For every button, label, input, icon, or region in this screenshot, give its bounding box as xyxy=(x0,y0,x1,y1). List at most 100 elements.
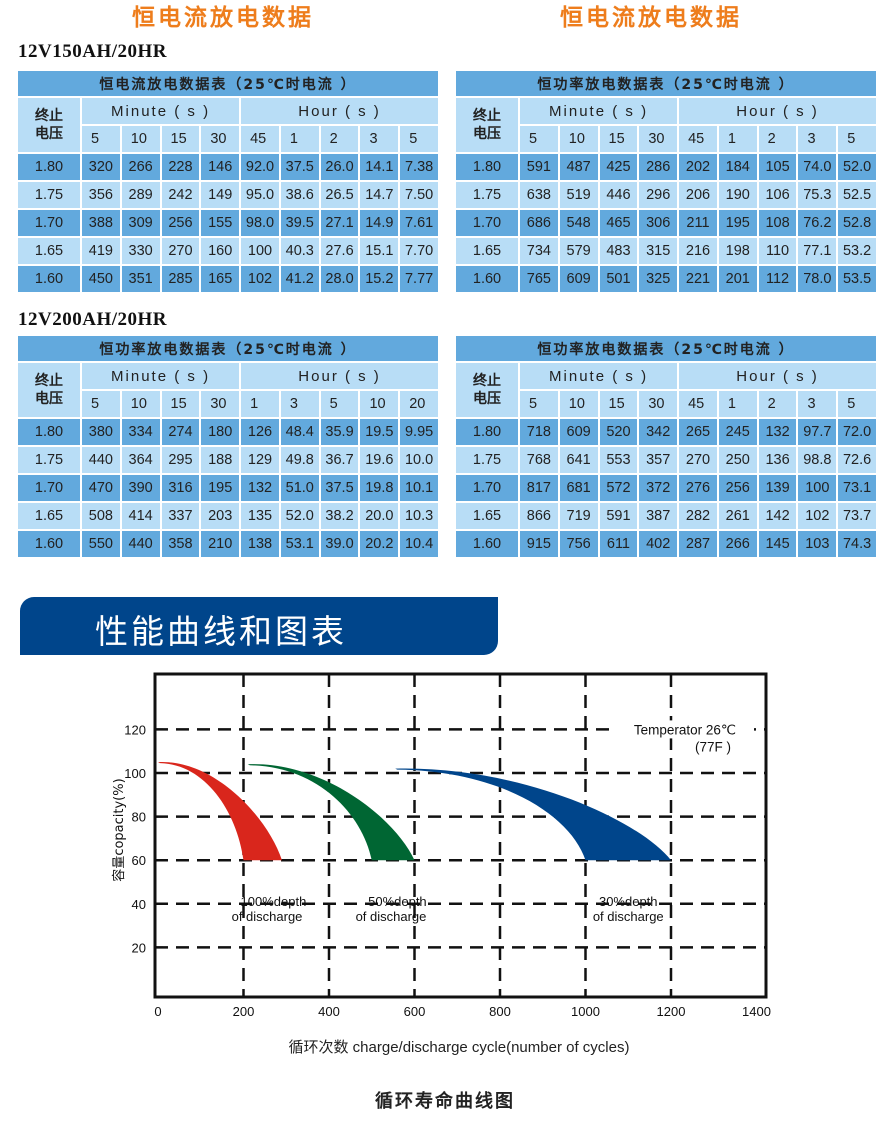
y-tick-label: 100 xyxy=(124,766,146,781)
table-cell: 92.0 xyxy=(241,154,279,180)
table-title: 恒功率放电数据表（25℃时电流 ） xyxy=(456,71,876,96)
x-tick-label: 1000 xyxy=(571,1004,600,1019)
column-header: 1 xyxy=(280,126,319,152)
table-cell: 27.1 xyxy=(320,210,359,236)
column-header: 10 xyxy=(121,391,160,417)
table-cell: 155 xyxy=(201,210,240,236)
column-header: 3 xyxy=(280,391,319,417)
table-cell: 129 xyxy=(241,447,279,473)
table-cell: 356 xyxy=(82,182,120,208)
table-cell: 351 xyxy=(121,266,160,292)
series-band-2 xyxy=(395,768,671,861)
column-header: 2 xyxy=(320,126,359,152)
column-header: 15 xyxy=(161,126,200,152)
row-voltage: 1.60 xyxy=(18,266,80,292)
discharge-table-200ah-power-b: 恒功率放电数据表（25℃时电流 ）终止 电压 Minute ( s ) Hour (… xyxy=(456,336,876,557)
table-cell: 390 xyxy=(121,475,160,501)
table-cell: 7.50 xyxy=(400,182,438,208)
table-cell: 719 xyxy=(559,503,598,529)
table-cell: 734 xyxy=(520,238,558,264)
table-cell: 139 xyxy=(758,475,797,501)
row-voltage: 1.80 xyxy=(18,154,80,180)
table-cell: 108 xyxy=(758,210,797,236)
table-cell: 681 xyxy=(559,475,598,501)
table-cell: 78.0 xyxy=(798,266,837,292)
table-cell: 380 xyxy=(82,419,120,445)
table-cell: 135 xyxy=(241,503,279,529)
table-cell: 126 xyxy=(241,419,279,445)
table-cell: 425 xyxy=(599,154,638,180)
table-cell: 190 xyxy=(718,182,757,208)
table-cell: 342 xyxy=(639,419,678,445)
column-header: 45 xyxy=(679,126,717,152)
table-cell: 74.3 xyxy=(838,531,876,557)
table-cell: 100 xyxy=(798,475,837,501)
discharge-table-200ah-power-a: 恒功率放电数据表（25℃时电流 ）终止 电压 Minute ( s ) Hour (… xyxy=(18,336,438,557)
table-cell: 316 xyxy=(161,475,200,501)
table-cell: 73.1 xyxy=(838,475,876,501)
annotation-bg xyxy=(616,720,754,739)
table-cell: 309 xyxy=(121,210,160,236)
table-cell: 266 xyxy=(121,154,160,180)
table-cell: 52.8 xyxy=(838,210,876,236)
table-cell: 483 xyxy=(599,238,638,264)
table-cell: 10.0 xyxy=(400,447,438,473)
table-cell: 419 xyxy=(82,238,120,264)
table-cell: 195 xyxy=(718,210,757,236)
table-cell: 52.0 xyxy=(280,503,319,529)
table-cell: 136 xyxy=(758,447,797,473)
table-cell: 105 xyxy=(758,154,797,180)
table-cell: 72.6 xyxy=(838,447,876,473)
table-cell: 7.61 xyxy=(400,210,438,236)
column-header: 45 xyxy=(679,391,717,417)
series-label: 100%depth xyxy=(241,894,307,909)
table-cell: 206 xyxy=(679,182,717,208)
table-cell: 195 xyxy=(201,475,240,501)
table-cell: 100 xyxy=(241,238,279,264)
table-cell: 211 xyxy=(679,210,717,236)
column-header: 3 xyxy=(360,126,399,152)
table-cell: 14.9 xyxy=(360,210,399,236)
table-cell: 270 xyxy=(679,447,717,473)
row-voltage: 1.75 xyxy=(456,182,518,208)
table-cell: 487 xyxy=(559,154,598,180)
table-cell: 10.3 xyxy=(400,503,438,529)
table-cell: 38.2 xyxy=(320,503,359,529)
row-voltage: 1.75 xyxy=(18,182,80,208)
column-header: 5 xyxy=(82,126,120,152)
table-cell: 866 xyxy=(520,503,558,529)
row-voltage: 1.60 xyxy=(18,531,80,557)
hour-group-header: Hour ( s ) xyxy=(679,98,876,124)
table-cell: 41.2 xyxy=(280,266,319,292)
column-header: 10 xyxy=(559,126,598,152)
table-cell: 9.95 xyxy=(400,419,438,445)
table-cell: 26.0 xyxy=(320,154,359,180)
table-cell: 73.7 xyxy=(838,503,876,529)
table-cell: 40.3 xyxy=(280,238,319,264)
table-cell: 256 xyxy=(718,475,757,501)
table-cell: 440 xyxy=(121,531,160,557)
table-cell: 295 xyxy=(161,447,200,473)
table-cell: 216 xyxy=(679,238,717,264)
table-cell: 414 xyxy=(121,503,160,529)
table-cell: 39.5 xyxy=(280,210,319,236)
table-cell: 160 xyxy=(201,238,240,264)
row-voltage: 1.70 xyxy=(456,210,518,236)
column-header: 2 xyxy=(758,126,797,152)
table-cell: 520 xyxy=(599,419,638,445)
column-header: 10 xyxy=(121,126,160,152)
hour-group-header: Hour ( s ) xyxy=(241,363,438,389)
table-cell: 20.0 xyxy=(360,503,399,529)
table-cell: 245 xyxy=(718,419,757,445)
series-label: of discharge xyxy=(232,909,303,924)
y-tick-label: 60 xyxy=(132,853,146,868)
table-cell: 387 xyxy=(639,503,678,529)
column-header: 20 xyxy=(400,391,438,417)
column-header: 5 xyxy=(520,126,558,152)
table-cell: 112 xyxy=(758,266,797,292)
end-voltage-header: 终止 电压 xyxy=(18,363,80,417)
table-cell: 53.2 xyxy=(838,238,876,264)
table-cell: 132 xyxy=(241,475,279,501)
table-cell: 38.6 xyxy=(280,182,319,208)
table-cell: 36.7 xyxy=(320,447,359,473)
